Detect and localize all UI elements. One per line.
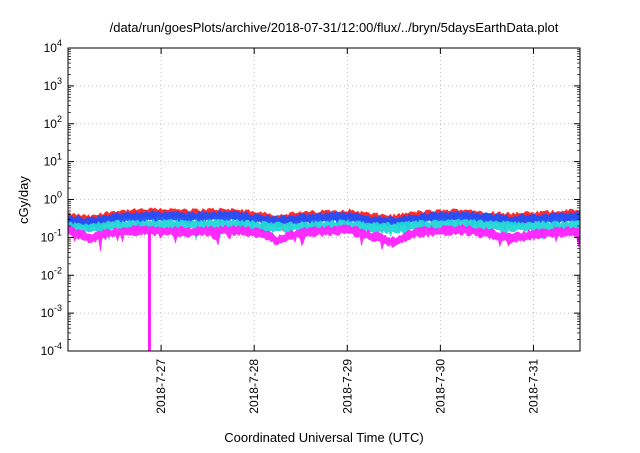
y-tick-exponent: 2	[57, 114, 62, 124]
y-tick-base: 10	[41, 268, 55, 282]
y-tick-exponent: 1	[57, 152, 62, 162]
y-tick-exponent: -3	[54, 303, 62, 313]
y-tick-label: 103	[44, 76, 62, 93]
x-tick-label: 2018-7-27	[154, 359, 168, 414]
y-tick-label: 10-3	[41, 303, 62, 320]
grid	[68, 48, 580, 351]
y-tick-label: 10-4	[41, 341, 62, 358]
y-tick-base: 10	[44, 79, 58, 93]
y-tick-label: 10-1	[41, 227, 62, 244]
chart-title: /data/run/goesPlots/archive/2018-07-31/1…	[110, 20, 559, 35]
x-axis: 2018-7-27 2018-7-28 2018-7-29 2018-7-30 2018…	[154, 48, 540, 414]
y-tick-exponent: 4	[57, 38, 62, 48]
x-tick-label: 2018-7-30	[433, 359, 447, 414]
y-tick-exponent: -4	[54, 341, 62, 351]
y-tick-base: 10	[41, 344, 55, 358]
y-tick-label: 104	[44, 38, 62, 55]
y-tick-label: 10-2	[41, 265, 62, 282]
y-tick-exponent: 3	[57, 76, 62, 86]
y-tick-exponent: 0	[57, 190, 62, 200]
x-axis-label: Coordinated Universal Time (UTC)	[224, 430, 423, 445]
x-tick-label: 2018-7-28	[247, 359, 261, 414]
y-tick-base: 10	[44, 193, 58, 207]
y-tick-base: 10	[44, 41, 58, 55]
series-dropout-spike	[147, 230, 151, 351]
x-tick-label: 2018-7-29	[340, 359, 354, 414]
y-tick-label: 101	[44, 152, 62, 169]
y-tick-base: 10	[41, 306, 55, 320]
y-tick-base: 10	[41, 230, 55, 244]
x-tick-label: 2018-7-31	[526, 359, 540, 414]
y-tick-base: 10	[44, 155, 58, 169]
y-tick-exponent: -2	[54, 265, 62, 275]
plot-series	[67, 207, 581, 351]
y-tick-base: 10	[44, 117, 58, 131]
y-axis-label: cGy/day	[16, 176, 31, 224]
y-tick-label: 100	[44, 190, 62, 207]
y-tick-exponent: -1	[54, 227, 62, 237]
y-tick-label: 102	[44, 114, 62, 131]
